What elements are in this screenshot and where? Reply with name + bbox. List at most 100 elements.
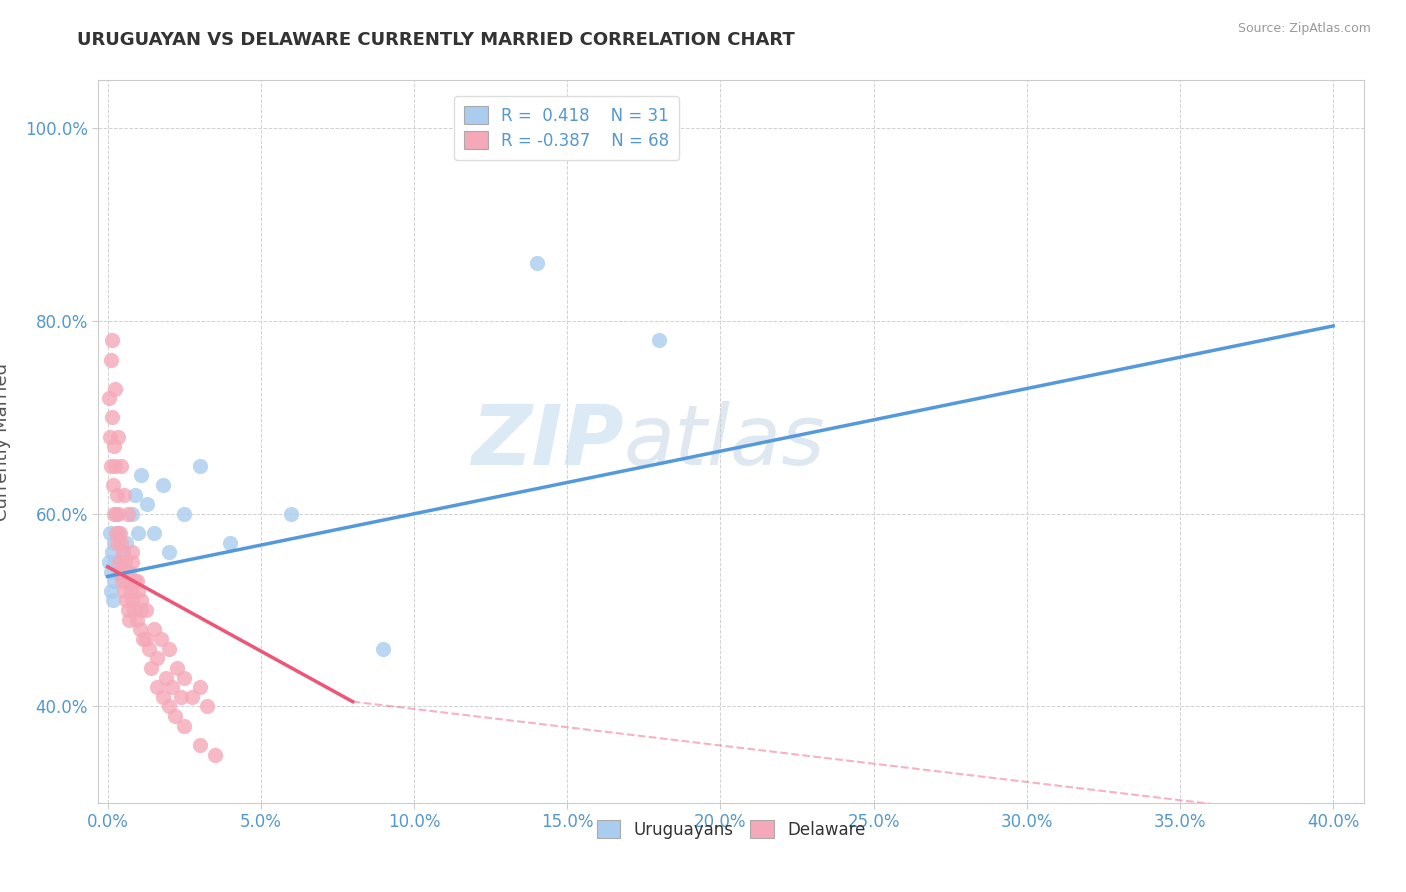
Point (103, 439, 125, 453)
Point (157, 699, 180, 714)
Point (115, 593, 138, 607)
Point (152, 690, 174, 704)
Point (107, 535, 129, 549)
Point (108, 555, 131, 569)
Point (127, 583, 149, 598)
Point (98, 430, 121, 444)
Point (526, 256, 548, 270)
Point (180, 690, 202, 704)
Point (108, 526, 131, 541)
Point (166, 661, 188, 675)
Point (104, 555, 127, 569)
Point (98, 526, 121, 541)
Point (142, 526, 165, 541)
Point (152, 478, 174, 492)
Point (105, 526, 128, 541)
Point (173, 671, 195, 685)
Point (100, 565, 122, 579)
Point (125, 613, 148, 627)
Point (101, 478, 124, 492)
Point (100, 352, 122, 367)
Point (122, 603, 145, 617)
Point (124, 574, 146, 589)
Point (115, 535, 138, 549)
Point (101, 545, 124, 559)
Point (110, 535, 132, 549)
Point (136, 497, 159, 511)
Point (121, 593, 143, 607)
Point (117, 603, 139, 617)
Text: Source: ZipAtlas.com: Source: ZipAtlas.com (1237, 22, 1371, 36)
Point (160, 680, 183, 694)
Point (170, 690, 193, 704)
Point (111, 545, 134, 559)
Point (125, 574, 148, 589)
Point (117, 574, 139, 589)
Point (204, 747, 226, 762)
Point (124, 487, 146, 501)
Point (101, 410, 124, 425)
Point (107, 526, 129, 541)
Point (105, 507, 128, 521)
Point (131, 593, 153, 607)
Point (121, 507, 143, 521)
Point (195, 699, 218, 714)
Point (118, 565, 141, 579)
Point (103, 574, 125, 589)
Point (373, 641, 395, 656)
Point (173, 719, 195, 733)
Point (121, 555, 143, 569)
Point (131, 603, 153, 617)
Point (280, 507, 302, 521)
Point (127, 526, 149, 541)
Point (103, 535, 125, 549)
Point (111, 574, 134, 589)
Point (188, 680, 211, 694)
Point (219, 535, 242, 549)
Point (188, 458, 211, 473)
Point (131, 468, 153, 483)
Point (117, 507, 139, 521)
Point (173, 507, 195, 521)
Point (104, 382, 127, 396)
Point (110, 565, 132, 579)
Point (163, 709, 186, 723)
Point (110, 458, 132, 473)
Point (139, 661, 162, 675)
Point (121, 545, 143, 559)
Point (115, 565, 138, 579)
Point (114, 555, 136, 569)
Point (100, 458, 122, 473)
Point (104, 458, 127, 473)
Point (157, 641, 180, 656)
Point (120, 583, 142, 598)
Point (101, 334, 124, 348)
Point (111, 545, 134, 559)
Point (107, 507, 129, 521)
Point (132, 632, 155, 646)
Point (145, 680, 167, 694)
Point (107, 430, 129, 444)
Point (118, 613, 141, 627)
Point (128, 623, 150, 637)
Text: URUGUAYAN VS DELAWARE CURRENTLY MARRIED CORRELATION CHART: URUGUAYAN VS DELAWARE CURRENTLY MARRIED … (77, 31, 794, 49)
Point (157, 545, 180, 559)
Point (114, 487, 136, 501)
Point (98, 391, 121, 405)
Y-axis label: Currently Married: Currently Married (0, 362, 11, 521)
Point (103, 507, 125, 521)
Point (142, 623, 165, 637)
Point (105, 565, 128, 579)
Point (155, 671, 177, 685)
Point (188, 738, 211, 752)
Point (135, 603, 157, 617)
Text: atlas: atlas (623, 401, 825, 482)
Point (101, 593, 124, 607)
Point (135, 632, 157, 646)
Legend: Uruguayans, Delaware: Uruguayans, Delaware (586, 810, 876, 848)
Point (114, 583, 136, 598)
Point (108, 555, 131, 569)
Point (105, 487, 128, 501)
Point (150, 632, 173, 646)
Point (648, 334, 671, 348)
